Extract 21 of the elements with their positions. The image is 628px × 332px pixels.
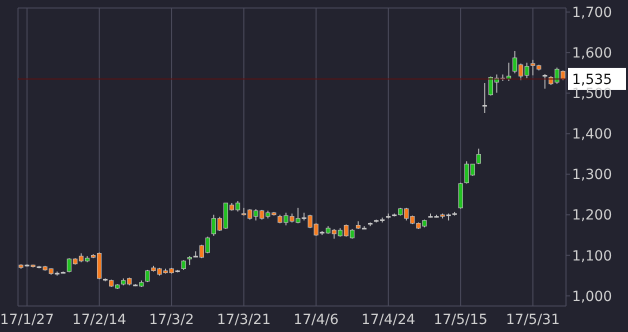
y-tick-label: 1,400 bbox=[572, 126, 612, 143]
candlestick bbox=[476, 148, 481, 165]
x-tick-label: 17/1/27 bbox=[0, 312, 54, 328]
y-tick-label: 1,500 bbox=[572, 86, 612, 102]
candlestick bbox=[542, 74, 548, 90]
candlestick bbox=[482, 82, 487, 114]
y-tick-label: 1,600 bbox=[572, 46, 612, 62]
candlestick bbox=[181, 260, 186, 270]
y-tick-label: 1,700 bbox=[572, 5, 612, 22]
x-tick-label: 17/4/24 bbox=[361, 312, 416, 328]
x-tick-label: 17/2/14 bbox=[72, 312, 126, 328]
y-tick-label: 1,300 bbox=[572, 167, 612, 184]
x-tick-label: 17/3/21 bbox=[216, 312, 271, 328]
x-tick-label: 17/5/15 bbox=[434, 312, 488, 328]
y-tick-label: 1,000 bbox=[572, 288, 612, 305]
ref-line-label: 1,535 bbox=[572, 72, 612, 88]
y-tick-label: 1,100 bbox=[572, 248, 612, 264]
x-tick-label: 17/5/31 bbox=[506, 312, 560, 328]
x-tick-label: 17/3/2 bbox=[149, 312, 194, 328]
y-tick-label: 1,200 bbox=[572, 208, 612, 224]
x-tick-label: 17/4/6 bbox=[294, 312, 339, 328]
